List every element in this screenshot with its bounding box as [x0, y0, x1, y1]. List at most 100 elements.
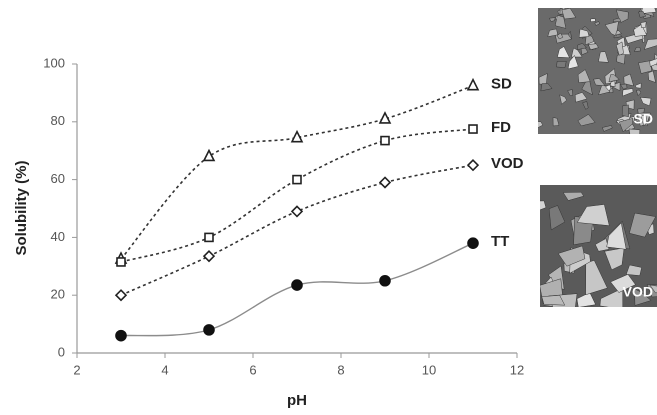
crystal [629, 212, 656, 238]
crystal [634, 82, 642, 89]
crystal [576, 42, 587, 50]
marker [378, 176, 392, 189]
crystal [548, 17, 556, 22]
crystal [582, 101, 589, 110]
crystal [574, 92, 588, 103]
crystal [556, 61, 567, 68]
crystal [615, 30, 623, 36]
crystal [649, 58, 657, 67]
series-label: SD [491, 76, 512, 93]
crystal [561, 8, 577, 20]
series-label: FD [491, 119, 511, 136]
crystal [547, 28, 559, 37]
marker [380, 135, 390, 146]
marker [379, 274, 391, 287]
crystal [615, 41, 624, 56]
marker [292, 174, 302, 185]
crystal [554, 14, 567, 29]
crystal [638, 10, 647, 18]
marker [466, 159, 480, 172]
y-tick-label: 40 [51, 229, 65, 244]
crystal [556, 32, 564, 40]
series-label: TT [491, 233, 509, 250]
crystal [590, 18, 596, 22]
crystal [618, 117, 634, 133]
x-tick-label: 4 [161, 362, 168, 377]
crystal [633, 47, 642, 52]
marker [204, 232, 214, 243]
x-tick-label: 12 [510, 362, 524, 377]
crystal [643, 38, 657, 50]
crystal [576, 292, 596, 307]
marker [291, 279, 303, 291]
crystal [623, 73, 635, 87]
y-tick-label: 20 [51, 287, 65, 302]
crystal [552, 117, 560, 127]
crystal [540, 200, 547, 211]
crystal [540, 83, 553, 92]
y-tick-label: 100 [43, 55, 65, 70]
crystal [594, 21, 600, 26]
marker [114, 289, 128, 302]
crystal [606, 222, 627, 250]
crystal [598, 51, 609, 63]
crystal [609, 80, 616, 88]
crystal [576, 204, 610, 226]
crystal [633, 24, 648, 37]
marker [468, 124, 478, 134]
crystal [562, 191, 585, 201]
crystal [647, 70, 656, 83]
x-tick-label: 6 [249, 362, 256, 377]
crystal [640, 97, 652, 107]
crystal [608, 74, 620, 83]
crystal [619, 83, 628, 90]
crystal [604, 21, 619, 37]
crystal [601, 125, 613, 132]
series-line [120, 84, 474, 260]
y-tick-label: 60 [51, 171, 65, 186]
crystal [548, 205, 566, 231]
crystal [587, 43, 599, 51]
marker [115, 329, 127, 342]
crystal [604, 84, 612, 91]
marker [202, 250, 216, 263]
crystal [559, 94, 567, 105]
marker [202, 148, 216, 162]
series-label: VOD [491, 155, 524, 172]
inset-label: SD [634, 111, 653, 127]
crystal [577, 69, 591, 83]
sem-image [538, 8, 657, 134]
series-line [120, 164, 474, 296]
crystal [578, 28, 590, 38]
crystal [634, 288, 652, 306]
sem-image [540, 185, 657, 307]
x-tick-label: 10 [422, 362, 436, 377]
crystal [640, 8, 657, 14]
crystal [622, 88, 634, 97]
crystal [577, 114, 596, 127]
marker [378, 111, 392, 124]
x-tick-label: 8 [337, 362, 344, 377]
y-tick-label: 80 [51, 113, 65, 128]
crystal [621, 104, 629, 118]
x-axis-title: pH [287, 392, 307, 409]
crystal [635, 89, 642, 97]
crystal [640, 115, 648, 127]
crystal [538, 121, 544, 128]
marker [290, 205, 304, 218]
crystal [567, 89, 574, 97]
crystal [610, 273, 636, 293]
marker [290, 129, 304, 143]
series-line [120, 128, 474, 263]
marker [116, 257, 126, 267]
y-axis-title: Solubility (%) [13, 161, 30, 256]
crystal [599, 287, 624, 307]
crystal [640, 21, 647, 28]
crystal [604, 247, 625, 271]
marker [466, 77, 480, 91]
crystal [637, 108, 645, 114]
marker [203, 324, 215, 336]
crystal [541, 295, 566, 306]
crystal [616, 52, 626, 65]
